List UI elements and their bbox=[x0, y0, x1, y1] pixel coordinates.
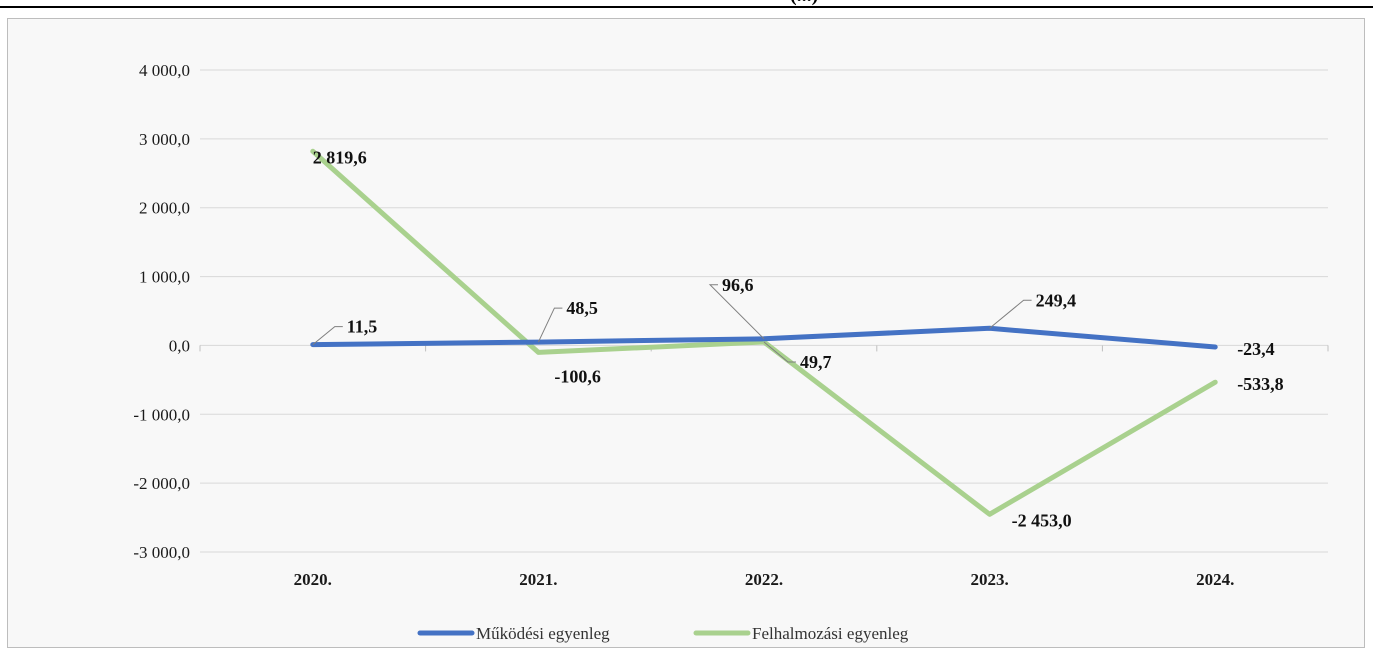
y-tick-label: 0,0 bbox=[169, 336, 190, 355]
data-label: 48,5 bbox=[566, 298, 598, 318]
data-label-leader-line bbox=[708, 284, 765, 340]
series-line bbox=[310, 148, 1218, 517]
series-line bbox=[310, 325, 1218, 350]
x-tick-label: 2022. bbox=[745, 570, 783, 589]
legend-entry: Felhalmozási egyenleg bbox=[752, 624, 909, 643]
legend-entry: Működési egyenleg bbox=[476, 624, 610, 643]
data-label: -23,4 bbox=[1237, 339, 1275, 359]
data-label: -2 453,0 bbox=[1012, 510, 1072, 530]
y-tick-label: 4 000,0 bbox=[139, 61, 190, 80]
data-label: 11,5 bbox=[347, 317, 378, 337]
page-top-rule bbox=[0, 6, 1373, 8]
line-chart: 4 000,0 3 000,0 2 000,0 1 000,0 0,0 -1 000,0 -… bbox=[133, 61, 1329, 643]
data-label: 249,4 bbox=[1036, 290, 1077, 310]
x-tick-label: 2024. bbox=[1196, 570, 1234, 589]
y-tick-label: 2 000,0 bbox=[139, 199, 190, 218]
x-tick-label: 2023. bbox=[970, 570, 1008, 589]
y-tick-label: -1 000,0 bbox=[133, 405, 190, 424]
data-label-leader-line bbox=[312, 326, 343, 346]
x-tick-label: 2020. bbox=[294, 570, 332, 589]
chart-title-fragment: (...) bbox=[790, 0, 818, 7]
chart-area: 4 000,0 3 000,0 2 000,0 1 000,0 0,0 -1 000,0 -… bbox=[7, 18, 1365, 648]
data-label: -100,6 bbox=[554, 366, 601, 386]
data-label-leader-line bbox=[537, 307, 563, 343]
data-label: 96,6 bbox=[722, 275, 754, 295]
x-tick-label: 2021. bbox=[519, 570, 557, 589]
y-tick-label: 1 000,0 bbox=[139, 268, 190, 287]
data-label-leader-line bbox=[989, 299, 1032, 329]
data-label: 2 819,6 bbox=[313, 147, 367, 167]
data-label: 49,7 bbox=[800, 352, 832, 372]
data-label-leader-line bbox=[763, 341, 796, 363]
y-tick-label: -2 000,0 bbox=[133, 474, 190, 493]
data-label: -533,8 bbox=[1237, 374, 1284, 394]
y-tick-label: 3 000,0 bbox=[139, 130, 190, 149]
y-tick-label: -3 000,0 bbox=[133, 543, 190, 562]
